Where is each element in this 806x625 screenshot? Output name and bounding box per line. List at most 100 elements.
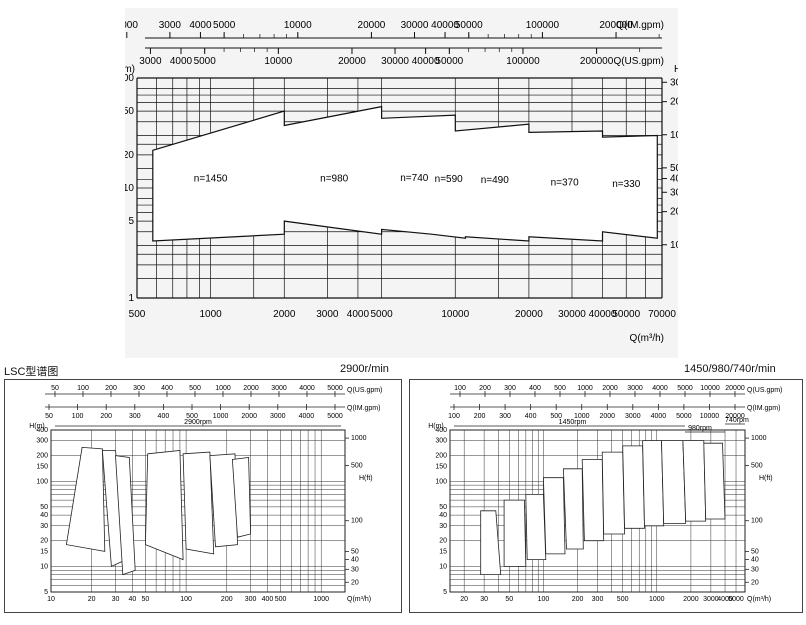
small-y-left-tick-label: 300 [36, 438, 48, 445]
pump-performance-region [231, 457, 252, 538]
small-im-tick-label: 200 [474, 413, 486, 420]
small-us-tick-label: 2000 [602, 385, 618, 392]
im-tick-label: 2000 [125, 20, 138, 31]
lsc-caption: LSC型谱图 [4, 366, 59, 378]
small-y-left-unit-label: H(m) [428, 423, 444, 430]
y-right-tick-label: 100 [670, 130, 678, 141]
y-right-tick-label: 40 [670, 174, 678, 185]
pump-performance-region [182, 451, 215, 555]
pump-performance-region [542, 477, 566, 555]
small-us-tick-label: 3000 [627, 385, 643, 392]
small-us-tick-label: 20000 [725, 385, 745, 392]
y-right-tick-label: 30 [670, 187, 678, 198]
small-y-left-tick-label: 15 [439, 548, 447, 555]
small-us-tick-label: 400 [529, 385, 541, 392]
pump-performance-region [144, 450, 184, 561]
small-im-tick-label: 100 [448, 413, 460, 420]
small-y-left-tick-label: 30 [439, 523, 447, 530]
small-y-left-tick-label: 20 [40, 538, 48, 545]
small-im-tick-label: 500 [550, 413, 562, 420]
us-tick-label: 5000 [194, 56, 217, 67]
x-tick-label: 10000 [441, 309, 469, 320]
small-x-unit-label: Q(m³/h) [747, 596, 771, 603]
small-y-left-unit-label: H(m) [29, 423, 45, 430]
y-left-tick-label: 5 [128, 216, 134, 227]
performance-envelope [152, 105, 658, 242]
small-y-left-tick-label: 150 [36, 463, 48, 470]
y-right-tick-label: 50 [670, 163, 678, 174]
small-x-tick-label: 20 [88, 596, 96, 603]
small-x-tick-label: 500 [617, 596, 629, 603]
small-im-tick-label: 4000 [299, 413, 315, 420]
small-x-tick-label: 500 [275, 596, 287, 603]
main-chart-panel: 2000300040005000100002000030000400005000… [113, 8, 693, 358]
small-y-left-tick-label: 400 [36, 427, 48, 434]
im-unit-label: Q(IM.gpm) [616, 20, 664, 31]
x-tick-label: 2000 [273, 309, 296, 320]
small-y-right-tick-label: 100 [751, 518, 763, 525]
small-im-tick-label: 5000 [327, 413, 343, 420]
y-right-tick-label: 20 [670, 207, 678, 218]
us-unit-label: Q(US.gpm) [613, 56, 664, 67]
x-tick-label: 1000 [200, 309, 223, 320]
small-y-left-tick-label: 30 [40, 523, 48, 530]
small-y-left-tick-label: 200 [36, 453, 48, 460]
us-tick-label: 3000 [139, 56, 162, 67]
small-us-tick-label: 10000 [700, 385, 720, 392]
us-tick-label: 50000 [435, 56, 463, 67]
x-tick-label: 70000 [648, 309, 676, 320]
us-tick-label: 100000 [506, 56, 540, 67]
left-small-chart-svg: Q(US.gpm)Q(IM.gpm)50 100 200 300 400 500 1000 2… [29, 385, 382, 603]
small-x-tick-label: 4000 [717, 596, 733, 603]
small-x-tick-label: 100 [180, 596, 192, 603]
x-tick-label: 30000 [558, 309, 586, 320]
small-rpm-band-label: 2900rpm [184, 419, 212, 426]
small-us-tick-label: 200 [479, 385, 491, 392]
small-frame [50, 429, 346, 593]
im-tick-label: 30000 [401, 20, 429, 31]
pump-performance-region [581, 459, 605, 542]
small-im-unit-label: Q(IM.gpm) [747, 405, 780, 412]
x-unit-label: Q(m³/h) [630, 333, 664, 344]
small-x-tick-label: 40 [128, 596, 136, 603]
small-y-right-tick-label: 40 [751, 557, 759, 564]
im-tick-label: 200000 [599, 20, 633, 31]
pump-performance-region [503, 499, 527, 567]
x-tick-label: 40000 [589, 309, 617, 320]
pump-performance-region [661, 440, 687, 524]
small-y-left-tick-label: 10 [40, 563, 48, 570]
small-us-tick-label: 500 [554, 385, 566, 392]
small-y-right-tick-label: 100 [351, 518, 363, 525]
small-us-unit-label: Q(US.gpm) [347, 387, 382, 394]
small-frame [449, 429, 746, 593]
small-x-tick-label: 2000 [683, 596, 699, 603]
small-im-tick-label: 500 [186, 413, 198, 420]
small-im-unit-label: Q(IM.gpm) [347, 405, 380, 412]
pump-performance-region [622, 445, 645, 529]
small-x-tick-label: 100 [538, 596, 550, 603]
us-tick-label: 4000 [170, 56, 193, 67]
small-y-right-tick-label: 20 [751, 579, 759, 586]
small-im-tick-label: 3000 [270, 413, 286, 420]
speed-label: n=330 [612, 179, 641, 190]
small-x-tick-label: 400 [262, 596, 274, 603]
small-y-right-tick-label: 1000 [351, 435, 367, 442]
y-left-tick-label: 20 [125, 150, 134, 161]
small-y-left-tick-label: 100 [435, 478, 447, 485]
small-rpm-band3-label: 740rpm [725, 417, 749, 424]
small-y-left-tick-label: 15 [40, 548, 48, 555]
small-x-tick-label: 200 [221, 596, 233, 603]
y-left-tick-label: 100 [125, 73, 134, 84]
small-im-tick-label: 300 [499, 413, 511, 420]
small-x-tick-label: 30 [480, 596, 488, 603]
small-us-tick-label: 100 [77, 385, 89, 392]
small-us-tick-label: 50 [51, 385, 59, 392]
im-tick-label: 10000 [284, 20, 312, 31]
small-us-tick-label: 5000 [677, 385, 693, 392]
small-y-right-tick-label: 40 [351, 557, 359, 564]
small-im-tick-label: 1000 [213, 413, 229, 420]
y-right-tick-label: 300 [670, 77, 678, 88]
im-tick-label: 4000 [189, 20, 212, 31]
small-x-tick-label: 200 [572, 596, 584, 603]
small-rpm-band2-label: 980rpm [688, 425, 712, 432]
